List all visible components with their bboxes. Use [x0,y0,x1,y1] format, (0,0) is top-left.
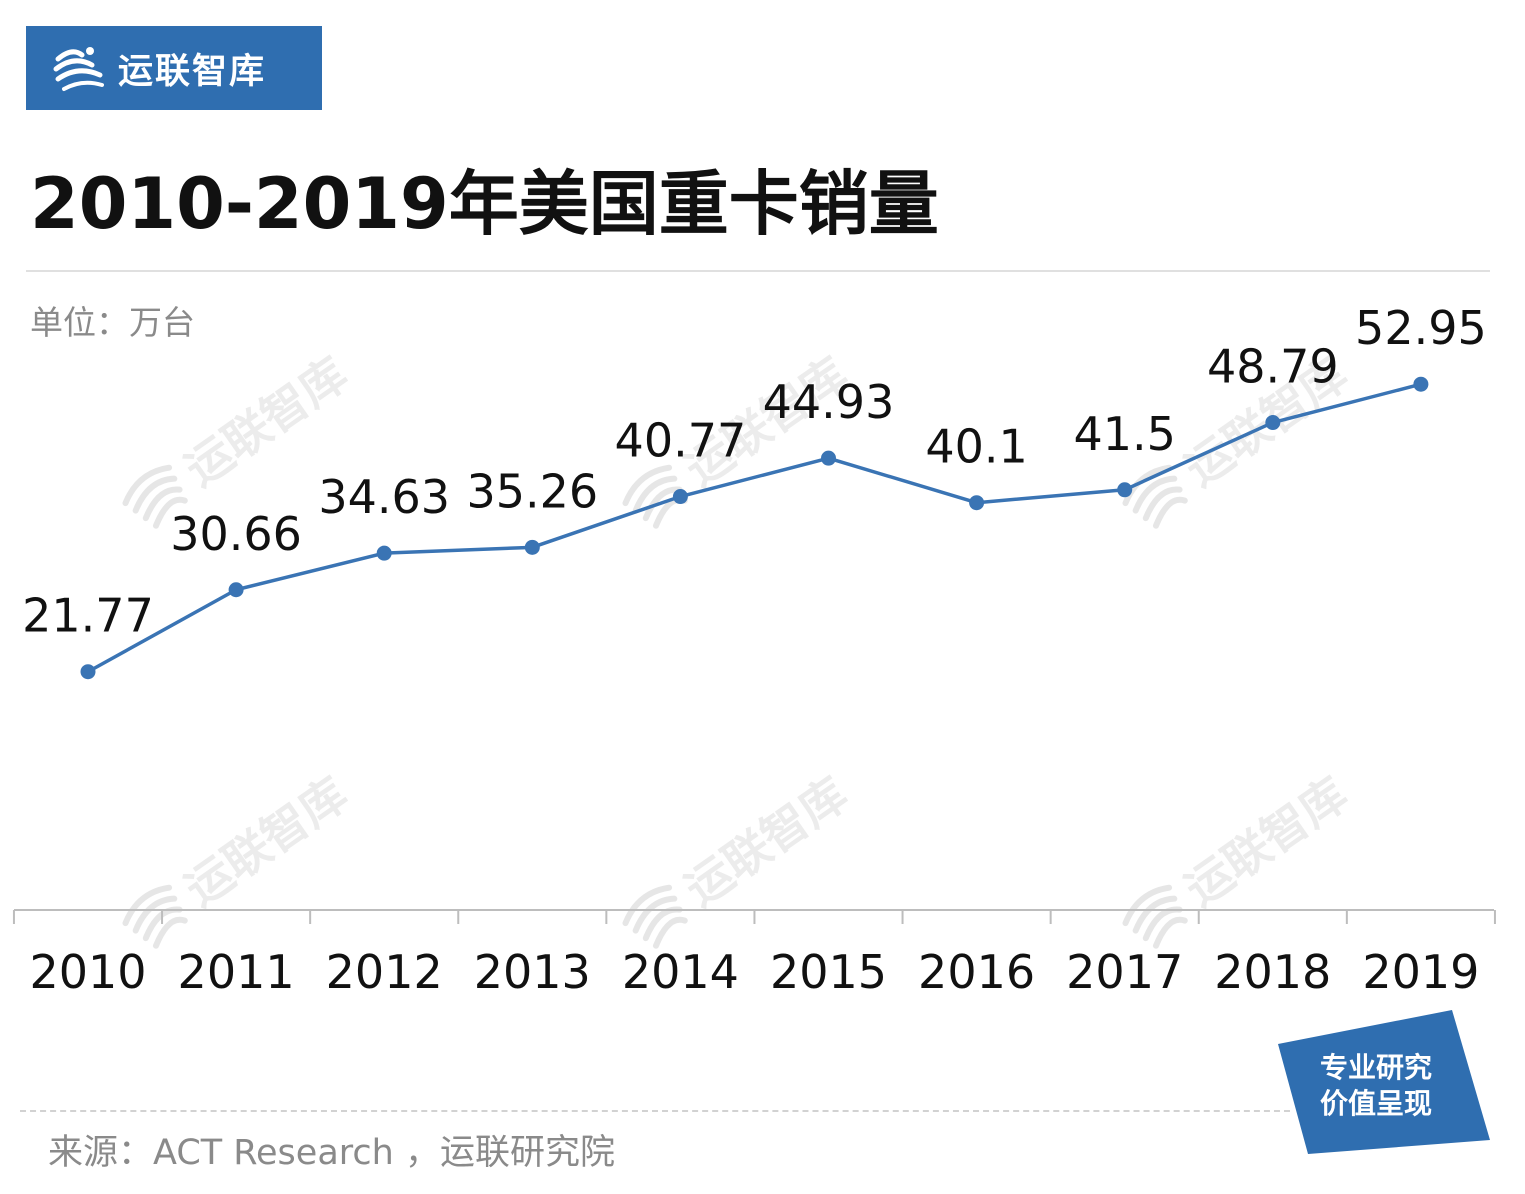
data-point [969,495,985,511]
data-point [1265,415,1281,431]
data-point [1117,482,1133,498]
x-tick-label: 2013 [474,945,591,999]
watermark-text: 运联智库 [175,767,357,917]
data-point [1413,376,1429,392]
data-label: 40.1 [925,420,1027,474]
data-label: 30.66 [170,507,302,561]
stamp-badge [1278,1010,1490,1154]
brand-badge: 运联智库 [26,26,322,110]
unit-label: 单位：万台 [30,303,195,342]
series-line [87,382,1422,674]
x-tick-labels: 2010 2011 2012 2013 2014 2015 2016 2017 2018 2019 [29,945,1479,999]
title-divider [26,270,1490,272]
series-line-layer [87,382,1422,674]
stamp-line-2: 价值呈现 [1319,1087,1432,1120]
data-label: 21.77 [22,589,154,643]
brand-logo-icon [53,47,104,91]
x-tick-label: 2019 [1362,945,1479,999]
x-tick-label: 2017 [1066,945,1183,999]
data-point [524,539,540,555]
x-axis [12,909,1496,924]
watermark-text: 运联智库 [1175,767,1357,917]
data-point [672,489,688,505]
brand-name: 运联智库 [118,51,267,92]
watermark: 运联智库 [622,767,857,949]
x-tick-label: 2015 [770,945,887,999]
data-label: 34.63 [318,470,450,524]
source-note: 来源：ACT Research ，运联研究院 [48,1133,615,1173]
stamp-line-1: 专业研究 [1319,1051,1432,1084]
watermark: 运联智库 [122,767,357,949]
x-tick-label: 2012 [326,945,443,999]
x-tick-label: 2016 [918,945,1035,999]
watermark: 运联智库 [1122,767,1357,949]
footer-divider [20,1110,1290,1112]
data-points [80,376,1429,680]
data-label: 44.93 [763,375,895,429]
data-label: 48.79 [1207,340,1339,394]
data-labels: 21.77 30.66 34.63 35.26 40.77 44.93 40.1 41.5 48… [22,301,1487,643]
data-label: 35.26 [466,464,598,518]
data-label: 40.77 [615,414,747,468]
watermark-text: 运联智库 [675,767,857,917]
data-point [376,545,392,561]
x-tick-label: 2018 [1214,945,1331,999]
page-title: 2010-2019年美国重卡销量 [30,163,939,245]
data-point [821,450,836,466]
stamp-text: 专业研究 价值呈现 [1292,1050,1460,1122]
data-label: 41.5 [1073,407,1175,461]
data-point [80,664,96,680]
x-tick-label: 2010 [29,945,146,999]
x-tick-label: 2014 [622,945,739,999]
x-tick-label: 2011 [178,945,295,999]
data-label: 52.95 [1355,301,1487,355]
data-point [228,582,244,598]
